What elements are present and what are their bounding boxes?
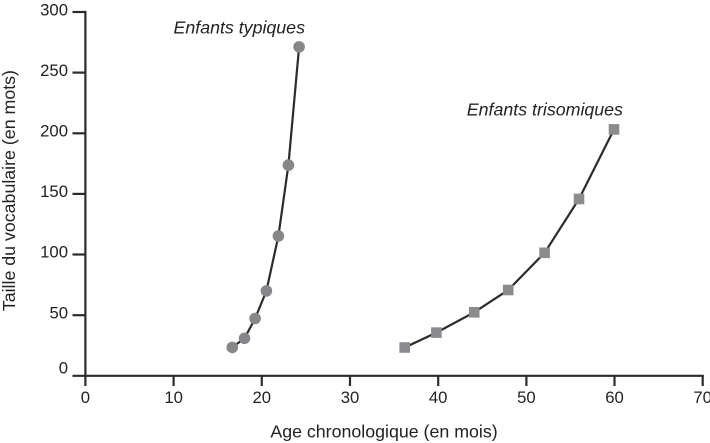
svg-text:200: 200 <box>40 122 68 141</box>
svg-text:Enfants trisomiques: Enfants trisomiques <box>467 100 623 120</box>
svg-text:0: 0 <box>59 359 68 378</box>
svg-text:150: 150 <box>40 182 68 201</box>
svg-text:60: 60 <box>605 388 624 407</box>
svg-text:300: 300 <box>40 0 68 19</box>
svg-text:Age chronologique (en mois): Age chronologique (en mois) <box>270 421 497 441</box>
svg-text:30: 30 <box>341 388 360 407</box>
svg-text:70: 70 <box>693 388 710 407</box>
svg-text:50: 50 <box>49 304 68 323</box>
svg-text:100: 100 <box>40 243 68 262</box>
svg-text:0: 0 <box>81 388 90 407</box>
svg-text:20: 20 <box>253 388 272 407</box>
svg-text:50: 50 <box>517 388 536 407</box>
svg-text:40: 40 <box>429 388 448 407</box>
svg-text:250: 250 <box>40 61 68 80</box>
svg-text:Taille du vocabulaire (en mots: Taille du vocabulaire (en mots) <box>0 70 19 311</box>
svg-text:10: 10 <box>164 388 183 407</box>
svg-text:Enfants typiques: Enfants typiques <box>174 18 306 38</box>
